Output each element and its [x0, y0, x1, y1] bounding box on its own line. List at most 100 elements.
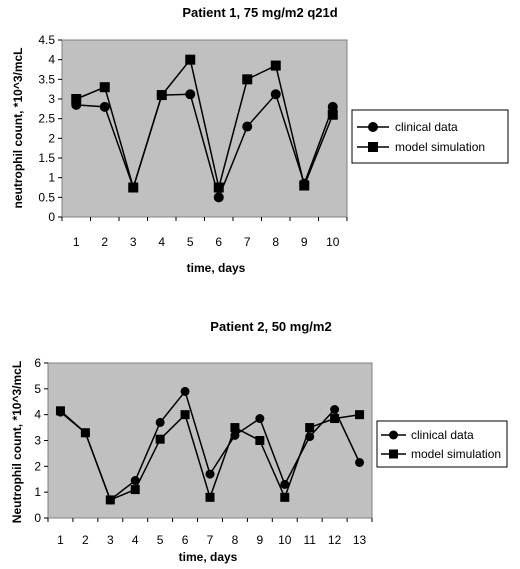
chart-1-series-line-0	[76, 92, 334, 200]
chart-1-data-point-square	[71, 94, 82, 104]
chart-1-x-tick-label: 7	[244, 235, 251, 249]
chart-1: Patient 1, 75 mg/m2 q21d clinical data m…	[11, 5, 509, 275]
chart-2-data-point-square	[130, 485, 140, 495]
chart-1-data-point-square	[213, 182, 224, 193]
chart-2-x-tick-label: 1	[57, 533, 64, 547]
chart-1-x-tick-label: 5	[187, 235, 194, 249]
chart-2-data-point-square	[330, 414, 340, 424]
chart-2-legend-label-1: model simulation	[411, 447, 501, 461]
chart-2-data-point-circle	[255, 414, 265, 424]
chart-2-data-point-square	[230, 423, 240, 433]
chart-2-y-tick-label: 1	[34, 485, 41, 499]
chart-2-x-tick-label: 5	[157, 533, 164, 547]
chart-1-data-point-square	[99, 82, 110, 93]
chart-2-data-point-square	[280, 492, 290, 502]
chart-1-data-point-circle	[242, 121, 253, 132]
chart-1-x-tick-label: 4	[158, 235, 165, 249]
chart-2-y-tick-label: 0	[34, 511, 41, 525]
chart-1-legend-label-1: model simulation	[395, 140, 485, 154]
chart-2-data-point-square	[155, 434, 165, 444]
chart-1-data-point-square	[128, 182, 139, 193]
chart-2-data-point-circle	[330, 405, 340, 414]
chart-1-data-point-square	[270, 60, 281, 71]
chart-1-x-tick-label: 8	[272, 235, 279, 249]
chart-2-x-tick-label: 12	[328, 533, 342, 547]
chart-2-data-point-square	[105, 495, 115, 505]
chart-2-data-point-square	[180, 410, 190, 420]
chart-1-series-line-1	[76, 58, 334, 191]
chart-1-y-tick-label: 4	[48, 53, 55, 67]
chart-1-data-point-circle	[270, 89, 281, 100]
chart-2-x-tick-label: 9	[257, 533, 264, 547]
chart-1-y-tick-label: 3.5	[38, 72, 55, 86]
chart-1-data-point-square	[185, 54, 196, 65]
chart-1-x-axis-label: time, days	[187, 261, 246, 275]
chart-2-y-tick-label: 5	[34, 382, 41, 396]
chart-2-data-point-circle	[280, 479, 290, 489]
chart-1-legend	[351, 109, 509, 164]
chart-2-data-point-square	[355, 410, 365, 420]
chart-2: Patient 2, 50 mg/m2 clinical data model …	[10, 319, 508, 564]
chart-1-y-tick-label: 3	[48, 92, 55, 106]
chart-2-data-point-circle	[130, 476, 140, 486]
chart-1-y-tick-label: 4.5	[38, 33, 55, 47]
chart-2-x-tick-label: 3	[107, 533, 114, 547]
chart-2-x-tick-label: 11	[303, 533, 316, 547]
chart-1-legend-marker-0	[368, 122, 378, 132]
chart-2-title: Patient 2, 50 mg/m2	[210, 319, 331, 334]
chart-2-x-tick-label: 6	[182, 533, 189, 547]
chart-2-data-point-circle	[155, 417, 165, 427]
chart-2-data-point-circle	[205, 469, 215, 479]
chart-1-legend-marker-1	[368, 142, 378, 152]
chart-1-x-tick-label: 10	[326, 235, 340, 249]
chart-1-y-tick-label: 1	[48, 171, 55, 185]
chart-1-data-point-square	[299, 180, 310, 191]
chart-1-x-tick-label: 9	[301, 235, 308, 249]
chart-1-x-tick-label: 6	[215, 235, 222, 249]
chart-1-y-tick-label: 0	[48, 210, 55, 224]
chart-1-data-point-circle	[185, 89, 196, 100]
chart-1-x-tick-label: 2	[101, 235, 108, 249]
chart-1-y-axis-label: neutrophil count, *10^3/mcL	[11, 47, 25, 208]
chart-1-x-tick-label: 1	[73, 235, 80, 249]
chart-2-x-tick-label: 10	[278, 533, 292, 547]
chart-2-data-point-square	[305, 423, 315, 433]
chart-2-plot-area	[47, 362, 373, 519]
chart-2-y-tick-label: 3	[34, 434, 41, 448]
chart-2-y-tick-label: 4	[34, 408, 41, 422]
chart-1-data-point-square	[327, 109, 338, 120]
chart-1-data-point-circle	[327, 101, 338, 112]
chart-2-x-tick-label: 4	[132, 533, 139, 547]
chart-1-y-tick-label: 1.5	[38, 151, 55, 165]
chart-1-data-point-circle	[213, 192, 224, 203]
chart-1-data-point-square	[156, 90, 167, 101]
chart-2-legend-label-0: clinical data	[411, 428, 474, 442]
chart-1-y-tick-label: 2	[48, 131, 55, 145]
chart-1-data-point-square	[242, 74, 253, 85]
chart-1-data-point-circle	[99, 101, 110, 112]
chart-2-x-tick-label: 7	[207, 533, 214, 547]
chart-2-y-tick-label: 2	[34, 459, 41, 473]
chart-1-y-tick-label: 0.5	[38, 190, 55, 204]
chart-2-legend-marker-0	[389, 430, 398, 440]
chart-2-x-tick-label: 13	[353, 533, 367, 547]
chart-1-title: Patient 1, 75 mg/m2 q21d	[182, 5, 337, 20]
chart-2-legend	[376, 420, 508, 468]
chart-2-data-point-square	[205, 492, 215, 502]
chart-2-data-point-circle	[355, 457, 365, 467]
chart-2-data-point-square	[255, 436, 265, 445]
chart-2-data-point-square	[55, 406, 65, 416]
chart-2-legend-marker-1	[389, 449, 398, 459]
chart-2-x-tick-label: 2	[82, 533, 89, 547]
chart-2-data-point-circle	[180, 386, 190, 396]
chart-2-data-point-square	[80, 428, 90, 438]
chart-1-x-tick-label: 3	[130, 235, 137, 249]
chart-1-legend-label-0: clinical data	[395, 120, 458, 134]
chart-2-y-axis-label: Neutrophil count, *10^3/mcL	[10, 361, 24, 523]
chart-2-y-tick-label: 6	[34, 356, 41, 370]
chart-1-y-tick-label: 2.5	[38, 112, 55, 126]
chart-2-x-axis-label: time, days	[179, 550, 238, 564]
chart-1-marks: 0 0.5 1 1.5 2 2.5 3 3.5 4 4.5 1 2 3 4 5 6 7 8 9 10	[38, 33, 389, 249]
